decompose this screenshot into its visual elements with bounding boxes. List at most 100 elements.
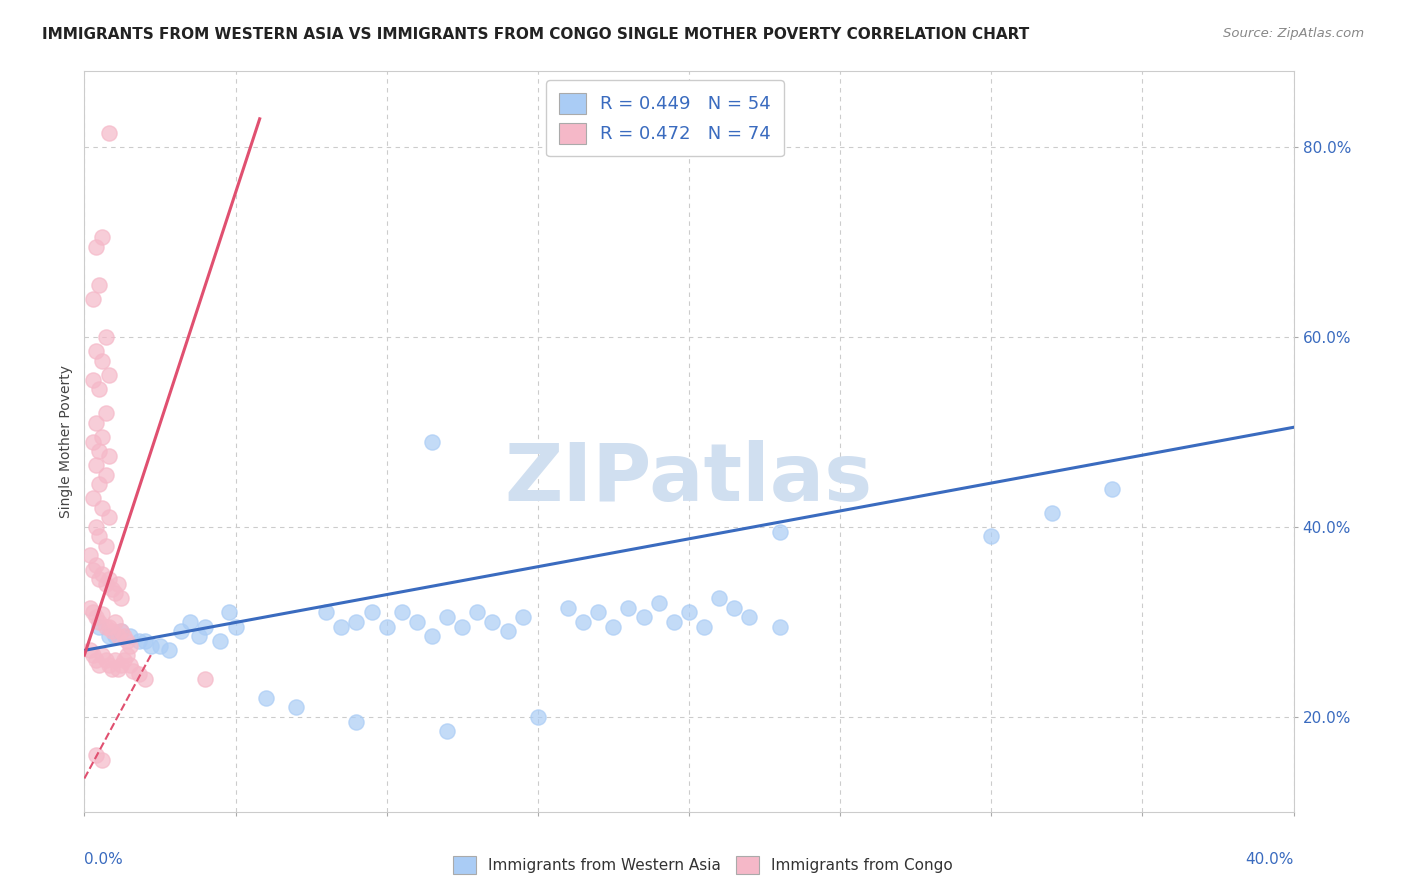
Point	[82, 491, 104, 506]
Point	[769, 524, 792, 539]
Point	[128, 633, 150, 648]
Point	[89, 529, 111, 543]
Point	[91, 752, 114, 766]
Point	[128, 667, 150, 681]
Point	[100, 582, 122, 596]
Point	[94, 653, 117, 667]
Point	[107, 662, 129, 676]
Point	[602, 620, 624, 634]
Point	[723, 600, 745, 615]
Point	[89, 657, 111, 672]
Point	[97, 620, 120, 634]
Point	[79, 549, 101, 563]
Text: 40.0%: 40.0%	[1246, 853, 1294, 867]
Point	[97, 572, 120, 586]
Point	[330, 620, 353, 634]
Point	[254, 690, 277, 705]
Point	[346, 714, 368, 729]
Point	[89, 615, 111, 629]
Point	[97, 629, 120, 643]
Point	[91, 354, 114, 368]
Point	[100, 662, 122, 676]
Point	[118, 629, 141, 643]
Point	[738, 610, 761, 624]
Point	[86, 416, 108, 430]
Point	[100, 624, 122, 639]
Point	[82, 648, 104, 662]
Point	[406, 615, 429, 629]
Point	[86, 653, 108, 667]
Point	[118, 657, 141, 672]
Text: IMMIGRANTS FROM WESTERN ASIA VS IMMIGRANTS FROM CONGO SINGLE MOTHER POVERTY CORR: IMMIGRANTS FROM WESTERN ASIA VS IMMIGRAN…	[42, 27, 1029, 42]
Point	[149, 639, 172, 653]
Point	[82, 373, 104, 387]
Point	[112, 653, 135, 667]
Point	[112, 629, 135, 643]
Point	[107, 629, 129, 643]
Point	[572, 615, 595, 629]
Point	[118, 639, 141, 653]
Point	[94, 577, 117, 591]
Point	[89, 620, 111, 634]
Point	[1101, 482, 1123, 496]
Point	[94, 406, 117, 420]
Point	[86, 747, 108, 762]
Point	[648, 596, 671, 610]
Point	[633, 610, 655, 624]
Point	[107, 577, 129, 591]
Point	[188, 629, 211, 643]
Point	[420, 629, 443, 643]
Point	[89, 277, 111, 292]
Point	[97, 368, 120, 383]
Point	[82, 563, 104, 577]
Point	[104, 586, 127, 600]
Point	[512, 610, 534, 624]
Point	[97, 510, 120, 524]
Point	[218, 606, 240, 620]
Point	[79, 600, 101, 615]
Point	[89, 382, 111, 396]
Point	[104, 629, 127, 643]
Point	[436, 724, 458, 739]
Point	[86, 344, 108, 359]
Point	[709, 591, 731, 606]
Point	[527, 710, 550, 724]
Point	[346, 615, 368, 629]
Point	[980, 529, 1002, 543]
Text: Source: ZipAtlas.com: Source: ZipAtlas.com	[1223, 27, 1364, 40]
Y-axis label: Single Mother Poverty: Single Mother Poverty	[59, 365, 73, 518]
Text: 0.0%: 0.0%	[84, 853, 124, 867]
Point	[588, 606, 610, 620]
Point	[121, 665, 143, 679]
Point	[436, 610, 458, 624]
Point	[179, 615, 201, 629]
Point	[225, 620, 247, 634]
Point	[557, 600, 579, 615]
Point	[89, 444, 111, 458]
Point	[89, 477, 111, 491]
Point	[86, 520, 108, 534]
Point	[91, 430, 114, 444]
Point	[157, 643, 180, 657]
Point	[97, 449, 120, 463]
Point	[420, 434, 443, 449]
Point	[86, 610, 108, 624]
Point	[86, 458, 108, 473]
Point	[451, 620, 474, 634]
Point	[82, 606, 104, 620]
Point	[91, 648, 114, 662]
Point	[110, 591, 132, 606]
Point	[315, 606, 337, 620]
Point	[91, 607, 114, 622]
Point	[86, 558, 108, 572]
Point	[94, 330, 117, 344]
Point	[209, 633, 232, 648]
Point	[91, 567, 114, 582]
Point	[139, 639, 162, 653]
Point	[467, 606, 489, 620]
Point	[134, 633, 156, 648]
Point	[104, 653, 127, 667]
Point	[194, 620, 217, 634]
Point	[110, 657, 132, 672]
Point	[170, 624, 193, 639]
